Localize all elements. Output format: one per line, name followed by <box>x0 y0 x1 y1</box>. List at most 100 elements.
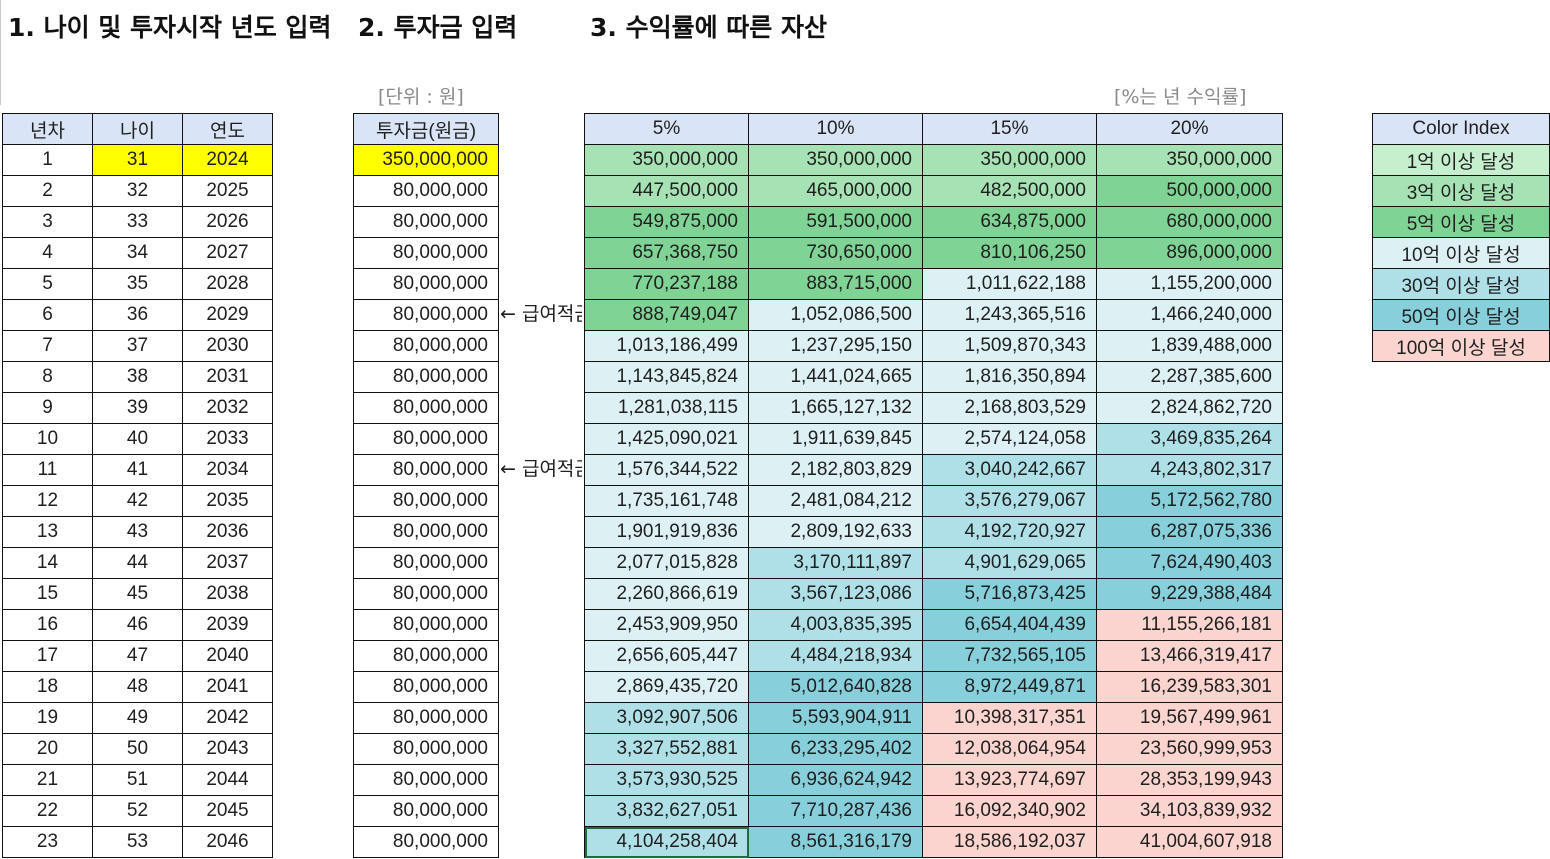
asset-10pct-cell[interactable]: 1,237,295,150 <box>748 330 923 362</box>
age-cell[interactable]: 31 <box>92 144 183 176</box>
asset-5pct-cell[interactable]: 770,237,188 <box>584 268 749 300</box>
asset-20pct-cell[interactable]: 7,624,490,403 <box>1096 547 1283 579</box>
asset-15pct-cell[interactable]: 4,192,720,927 <box>922 516 1097 548</box>
asset-15pct-cell[interactable]: 5,716,873,425 <box>922 578 1097 610</box>
year-cell[interactable]: 2029 <box>182 299 273 331</box>
age-cell[interactable]: 32 <box>92 175 183 207</box>
year-cell[interactable]: 2028 <box>182 268 273 300</box>
age-cell[interactable]: 49 <box>92 702 183 734</box>
asset-5pct-cell[interactable]: 888,749,047 <box>584 299 749 331</box>
asset-20pct-cell[interactable]: 19,567,499,961 <box>1096 702 1283 734</box>
age-cell[interactable]: 37 <box>92 330 183 362</box>
age-cell[interactable]: 51 <box>92 764 183 796</box>
principal-cell[interactable]: 80,000,000 <box>353 330 499 362</box>
principal-cell[interactable]: 80,000,000 <box>353 392 499 424</box>
principal-cell[interactable]: 80,000,000 <box>353 516 499 548</box>
asset-15pct-cell[interactable]: 2,574,124,058 <box>922 423 1097 455</box>
year-cell[interactable]: 2033 <box>182 423 273 455</box>
asset-10pct-cell[interactable]: 1,911,639,845 <box>748 423 923 455</box>
age-cell[interactable]: 46 <box>92 609 183 641</box>
age-cell[interactable]: 48 <box>92 671 183 703</box>
asset-5pct-cell[interactable]: 2,656,605,447 <box>584 640 749 672</box>
header-rate-10[interactable]: 10% <box>748 113 923 145</box>
color-index-item[interactable]: 10억 이상 달성 <box>1372 237 1550 269</box>
asset-5pct-cell[interactable]: 1,143,845,824 <box>584 361 749 393</box>
asset-5pct-cell[interactable]: 1,013,186,499 <box>584 330 749 362</box>
asset-15pct-cell[interactable]: 2,168,803,529 <box>922 392 1097 424</box>
age-cell[interactable]: 40 <box>92 423 183 455</box>
asset-5pct-cell[interactable]: 3,832,627,051 <box>584 795 749 827</box>
year-index-cell[interactable]: 20 <box>2 733 93 765</box>
asset-15pct-cell[interactable]: 10,398,317,351 <box>922 702 1097 734</box>
asset-10pct-cell[interactable]: 3,567,123,086 <box>748 578 923 610</box>
asset-20pct-cell[interactable]: 11,155,266,181 <box>1096 609 1283 641</box>
asset-10pct-cell[interactable]: 465,000,000 <box>748 175 923 207</box>
header-color-index[interactable]: Color Index <box>1372 113 1550 145</box>
year-index-cell[interactable]: 21 <box>2 764 93 796</box>
year-cell[interactable]: 2041 <box>182 671 273 703</box>
asset-5pct-cell[interactable]: 3,092,907,506 <box>584 702 749 734</box>
year-cell[interactable]: 2034 <box>182 454 273 486</box>
asset-10pct-cell[interactable]: 5,593,904,911 <box>748 702 923 734</box>
year-cell[interactable]: 2037 <box>182 547 273 579</box>
asset-15pct-cell[interactable]: 1,509,870,343 <box>922 330 1097 362</box>
asset-15pct-cell[interactable]: 4,901,629,065 <box>922 547 1097 579</box>
asset-10pct-cell[interactable]: 1,441,024,665 <box>748 361 923 393</box>
year-cell[interactable]: 2026 <box>182 206 273 238</box>
asset-10pct-cell[interactable]: 8,561,316,179 <box>748 826 923 858</box>
principal-cell[interactable]: 80,000,000 <box>353 826 499 858</box>
year-cell[interactable]: 2036 <box>182 516 273 548</box>
asset-15pct-cell[interactable]: 6,654,404,439 <box>922 609 1097 641</box>
age-cell[interactable]: 34 <box>92 237 183 269</box>
asset-20pct-cell[interactable]: 680,000,000 <box>1096 206 1283 238</box>
age-cell[interactable]: 35 <box>92 268 183 300</box>
asset-10pct-cell[interactable]: 7,710,287,436 <box>748 795 923 827</box>
age-cell[interactable]: 42 <box>92 485 183 517</box>
age-cell[interactable]: 43 <box>92 516 183 548</box>
asset-20pct-cell[interactable]: 9,229,388,484 <box>1096 578 1283 610</box>
year-cell[interactable]: 2035 <box>182 485 273 517</box>
asset-5pct-cell[interactable]: 447,500,000 <box>584 175 749 207</box>
age-cell[interactable]: 39 <box>92 392 183 424</box>
asset-15pct-cell[interactable]: 8,972,449,871 <box>922 671 1097 703</box>
asset-15pct-cell[interactable]: 634,875,000 <box>922 206 1097 238</box>
principal-cell[interactable]: 80,000,000 <box>353 547 499 579</box>
color-index-item[interactable]: 1억 이상 달성 <box>1372 144 1550 176</box>
asset-5pct-cell[interactable]: 1,735,161,748 <box>584 485 749 517</box>
principal-cell[interactable]: 80,000,000 <box>353 795 499 827</box>
asset-10pct-cell[interactable]: 6,233,295,402 <box>748 733 923 765</box>
year-cell[interactable]: 2039 <box>182 609 273 641</box>
asset-5pct-cell[interactable]: 657,368,750 <box>584 237 749 269</box>
asset-10pct-cell[interactable]: 2,809,192,633 <box>748 516 923 548</box>
year-cell[interactable]: 2027 <box>182 237 273 269</box>
asset-15pct-cell[interactable]: 16,092,340,902 <box>922 795 1097 827</box>
year-index-cell[interactable]: 10 <box>2 423 93 455</box>
asset-5pct-cell[interactable]: 2,077,015,828 <box>584 547 749 579</box>
year-cell[interactable]: 2046 <box>182 826 273 858</box>
year-cell[interactable]: 2024 <box>182 144 273 176</box>
color-index-item[interactable]: 3억 이상 달성 <box>1372 175 1550 207</box>
year-index-cell[interactable]: 18 <box>2 671 93 703</box>
age-cell[interactable]: 38 <box>92 361 183 393</box>
asset-10pct-cell[interactable]: 1,052,086,500 <box>748 299 923 331</box>
asset-5pct-cell[interactable]: 549,875,000 <box>584 206 749 238</box>
year-index-cell[interactable]: 16 <box>2 609 93 641</box>
asset-15pct-cell[interactable]: 12,038,064,954 <box>922 733 1097 765</box>
principal-cell[interactable]: 80,000,000 <box>353 268 499 300</box>
header-principal[interactable]: 투자금(원금) <box>353 113 499 145</box>
asset-10pct-cell[interactable]: 883,715,000 <box>748 268 923 300</box>
year-index-cell[interactable]: 11 <box>2 454 93 486</box>
year-index-cell[interactable]: 6 <box>2 299 93 331</box>
year-index-cell[interactable]: 22 <box>2 795 93 827</box>
asset-10pct-cell[interactable]: 591,500,000 <box>748 206 923 238</box>
age-cell[interactable]: 53 <box>92 826 183 858</box>
asset-20pct-cell[interactable]: 13,466,319,417 <box>1096 640 1283 672</box>
asset-10pct-cell[interactable]: 4,484,218,934 <box>748 640 923 672</box>
asset-5pct-cell[interactable]: 1,576,344,522 <box>584 454 749 486</box>
year-cell[interactable]: 2044 <box>182 764 273 796</box>
year-cell[interactable]: 2042 <box>182 702 273 734</box>
year-cell[interactable]: 2031 <box>182 361 273 393</box>
asset-10pct-cell[interactable]: 5,012,640,828 <box>748 671 923 703</box>
principal-cell[interactable]: 80,000,000 <box>353 609 499 641</box>
asset-15pct-cell[interactable]: 482,500,000 <box>922 175 1097 207</box>
